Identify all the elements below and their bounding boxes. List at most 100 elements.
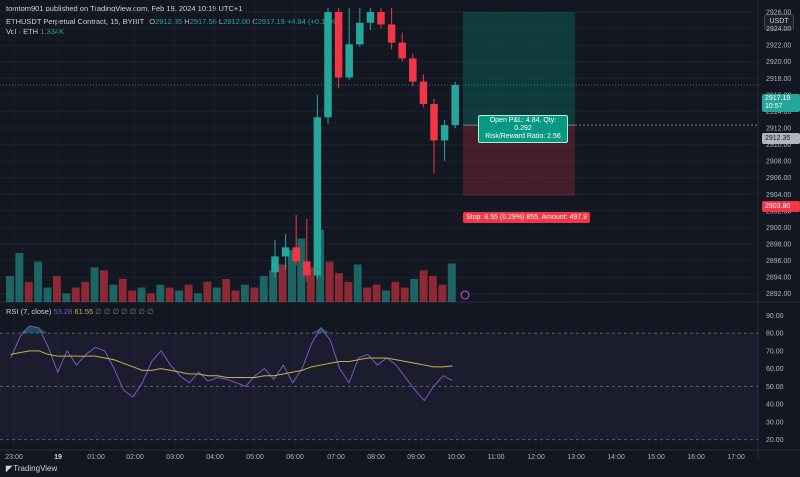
- volume-bar: [212, 287, 221, 302]
- ohlc-low: 2912.00: [223, 17, 251, 26]
- candle-body: [430, 103, 438, 141]
- volume-bar: [184, 284, 193, 302]
- bar-countdown: 10:57: [765, 103, 783, 110]
- volume-bar: [6, 276, 14, 302]
- ohlc-open: 2912.35: [155, 17, 183, 26]
- symbol-legend[interactable]: ETHUSDT Perpetual Contract, 15, BYBIT O2…: [6, 17, 339, 26]
- volume-bar: [156, 284, 165, 302]
- volume-bar: [438, 284, 447, 302]
- position-tool[interactable]: [0, 12, 758, 196]
- volume-bar: [53, 276, 61, 302]
- price-axis[interactable]: 2926.002924.002922.002920.002918.002916.…: [766, 10, 791, 299]
- volume-bar: [335, 273, 343, 302]
- time-tick-label: 15:00: [647, 454, 665, 461]
- volume-bar: [353, 264, 362, 302]
- volume-bar: [231, 290, 240, 302]
- rsi-tick-label: 60.00: [766, 366, 784, 373]
- candle-body: [292, 247, 300, 262]
- volume-bar: [447, 263, 456, 302]
- volume-bar: [306, 267, 315, 302]
- current-price-tag: 2917.19 10:57: [762, 94, 800, 112]
- rsi-ma-value: 61.55: [74, 307, 94, 316]
- volume-bar: [175, 290, 184, 302]
- volume-bar: [325, 261, 334, 302]
- footer-brand[interactable]: ◤ TradingView: [6, 464, 57, 473]
- candle-body: [366, 12, 375, 23]
- time-axis[interactable]: 23:00 19 01:00 02:00 03:00 04:00 05:00 06:00 07:…: [5, 454, 745, 461]
- time-tick-label: 06:00: [286, 454, 304, 461]
- candle-body: [409, 58, 417, 82]
- time-tick-label: 03:00: [166, 454, 184, 461]
- rsi-ma-line: [10, 350, 453, 378]
- candle-body: [356, 22, 364, 45]
- price-tick-label: 2908.00: [766, 159, 791, 166]
- rsi-legend[interactable]: RSI (7, close) 53.28 61.55 ∅ ∅ ∅ ∅ ∅ ∅ ∅: [6, 307, 154, 316]
- tradingview-logo-icon: ◤: [6, 464, 12, 473]
- volume-bar: [363, 287, 372, 302]
- currency-button[interactable]: USDT: [764, 14, 794, 30]
- price-tick-label: 2912.00: [766, 126, 791, 133]
- time-tick-label: 14:00: [607, 454, 625, 461]
- time-tick-label: 11:00: [488, 454, 505, 461]
- candle-body: [451, 84, 459, 126]
- ohlc-high-label: H: [184, 17, 190, 26]
- stop-price-tag: 2903.80: [762, 201, 800, 212]
- candles: [271, 7, 470, 300]
- volume-bar: [222, 278, 231, 302]
- rsi-tick-label: 30.00: [766, 419, 784, 426]
- price-tick-label: 2920.00: [766, 59, 791, 66]
- stop-info-box[interactable]: Stop: 8.55 (0.29%) 855, Amount: 497.9: [463, 212, 591, 223]
- price-tick-label: 2926.00: [766, 10, 791, 17]
- volume-bar: [43, 287, 52, 302]
- ohlc-change: +4.84 (+0.17%): [286, 17, 339, 26]
- brand-name: TradingView: [13, 464, 58, 473]
- time-tick-label: 10:00: [447, 454, 465, 461]
- risk-reward-text: Risk/Reward Ratio: 2.56: [485, 133, 561, 140]
- rsi-tick-label: 50.00: [766, 384, 784, 391]
- volume-bar: [203, 281, 212, 302]
- volume-bar: [400, 287, 409, 302]
- price-tick-label: 2892.00: [766, 291, 791, 298]
- price-tick-label: 2924.00: [766, 26, 791, 33]
- volume-bar: [250, 287, 259, 302]
- time-tick-label: 05:00: [246, 454, 264, 461]
- volume-bar: [165, 287, 174, 302]
- time-tick-label: 01:00: [87, 454, 105, 461]
- price-tick-label: 2922.00: [766, 43, 791, 50]
- time-tick-label: 04:00: [206, 454, 224, 461]
- rsi-pane[interactable]: 90.00 80.00 70.00 60.00 50.00 40.00 30.00 20.00: [0, 313, 784, 444]
- volume-bar: [90, 267, 99, 302]
- candle-body: [377, 12, 385, 25]
- time-tick-label: 12:00: [527, 454, 545, 461]
- volume-bar: [297, 238, 306, 302]
- candle-body: [281, 247, 290, 257]
- volume-bar: [241, 284, 249, 302]
- price-tick-label: 2896.00: [766, 258, 791, 265]
- volume-bar: [194, 293, 202, 302]
- price-tick-label: 2914.00: [766, 109, 791, 116]
- volume-bar: [391, 281, 400, 302]
- volume-bar: [81, 281, 90, 302]
- candle-body: [313, 117, 322, 276]
- volume-bar: [137, 287, 146, 302]
- ohlc-open-label: O: [149, 17, 156, 26]
- ohlc-high: 2917.56: [189, 17, 217, 26]
- volume-bar: [118, 278, 127, 302]
- volume-bar: [147, 293, 155, 302]
- position-info-box[interactable]: Open P&L: 4.84, Qty: 0.292 Risk/Reward R…: [478, 115, 568, 143]
- volume-legend[interactable]: Vol · ETH 1.334K: [6, 27, 64, 36]
- rsi-tick-label: 40.00: [766, 402, 784, 409]
- target-zone: [463, 12, 575, 126]
- time-tick-label: 13:00: [567, 454, 585, 461]
- volume-bar: [62, 293, 71, 302]
- volume-bar: [288, 250, 296, 302]
- current-price: 2917.19: [765, 95, 791, 102]
- candle-body: [271, 256, 279, 273]
- candle-body: [303, 261, 311, 276]
- volume-bar: [100, 270, 108, 302]
- volume-bar: [24, 281, 33, 302]
- time-tick-label: 02:00: [126, 454, 144, 461]
- rsi-tick-label: 90.00: [766, 313, 784, 320]
- volume-bar: [269, 270, 278, 302]
